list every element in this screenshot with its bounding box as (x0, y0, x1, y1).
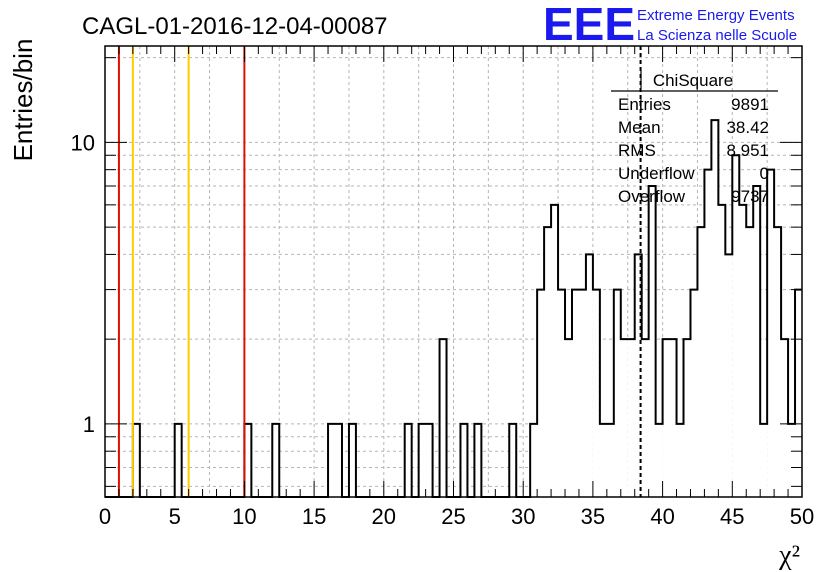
histogram-bin (795, 289, 802, 497)
histogram-bin (760, 423, 768, 497)
histogram-bin (662, 339, 670, 497)
histogram-bin (648, 186, 656, 498)
x-tick-label: 0 (99, 504, 111, 529)
histogram-bin (551, 204, 559, 497)
histogram-bin (753, 186, 761, 498)
stats-value: 9737 (731, 187, 769, 206)
logo-mark: EEE (543, 0, 635, 50)
histogram-bin (718, 204, 726, 497)
histogram-bin (474, 423, 482, 497)
x-tick-label: 15 (302, 504, 326, 529)
histogram-bin (537, 289, 545, 497)
histogram-bin (725, 254, 733, 497)
x-tick-label: 35 (581, 504, 605, 529)
histogram-bin (697, 227, 705, 497)
histogram-bin (244, 423, 252, 497)
x-tick-label: 5 (169, 504, 181, 529)
histogram-bin (599, 423, 607, 497)
logo: EEE Extreme Energy Events La Scienza nel… (543, 0, 797, 50)
histogram-bin (439, 339, 447, 497)
y-axis-label: Entries/bin (8, 39, 38, 162)
x-tick-label: 30 (511, 504, 535, 529)
stats-label: Mean (618, 118, 661, 137)
histogram-bin (418, 423, 426, 497)
y-tick-label: 10 (71, 130, 95, 155)
histogram-bin (613, 289, 621, 497)
histogram-bin (404, 423, 412, 497)
histogram-bin (746, 227, 754, 497)
histogram-bin (788, 423, 796, 497)
histogram-bin (592, 289, 600, 497)
x-axis: 0 5 10 15 20 25 30 35 40 45 50 (99, 46, 814, 529)
histogram-bin (704, 169, 712, 497)
histogram-bin (655, 423, 663, 497)
x-axis-label: χ² (778, 540, 800, 571)
histogram-bin (781, 339, 789, 497)
x-tick-label: 25 (441, 504, 465, 529)
histogram-bin (669, 339, 677, 497)
histogram-bin (132, 423, 140, 497)
y-axis: 1 10 (71, 57, 802, 487)
histogram-bin (641, 339, 649, 497)
histogram-bin (585, 254, 593, 497)
histogram-bin (732, 155, 740, 497)
y-tick-label: 1 (83, 412, 95, 437)
stats-box: ChiSquare Entries 9891 Mean 38.42 RMS 8.951 Un… (611, 71, 778, 206)
histogram-bin (627, 339, 635, 497)
histogram-bin (571, 289, 579, 497)
stats-label: Entries (618, 95, 671, 114)
histogram-bin (767, 169, 775, 497)
stats-label: Underflow (618, 164, 695, 183)
histogram-bars (105, 119, 802, 498)
histogram-bin (711, 120, 719, 497)
reference-lines (117, 46, 642, 497)
histogram-bin (676, 423, 684, 497)
stats-value: 0 (760, 164, 769, 183)
stats-value: 8.951 (726, 141, 769, 160)
stats-title: ChiSquare (653, 71, 733, 90)
histogram-bin (683, 339, 691, 497)
x-tick-label: 50 (790, 504, 814, 529)
stats-label: Overflow (618, 187, 686, 206)
histogram-bin (620, 339, 628, 497)
histogram-bin (174, 423, 182, 497)
x-tick-label: 10 (232, 504, 256, 529)
x-tick-label: 45 (720, 504, 744, 529)
histogram-bin (578, 289, 586, 497)
x-tick-label: 20 (372, 504, 396, 529)
x-tick-label: 40 (650, 504, 674, 529)
histogram-bin (565, 339, 572, 497)
histogram-bin (774, 227, 782, 497)
stats-label: RMS (618, 141, 656, 160)
histogram-bin (348, 423, 356, 497)
histogram-bin (690, 289, 698, 497)
chart-title: CAGL-01-2016-12-04-00087 (82, 13, 388, 40)
histogram-bin (460, 423, 468, 497)
histogram-bin (558, 289, 566, 497)
histogram-bin (544, 227, 552, 497)
histogram-bin (335, 423, 342, 497)
histogram-bin (425, 423, 433, 497)
histogram-bin (509, 423, 517, 497)
histogram-bin (272, 423, 280, 497)
histogram-bin (739, 204, 747, 497)
stats-value: 9891 (731, 95, 769, 114)
logo-line-1: Extreme Energy Events (637, 7, 795, 24)
stats-value: 38.42 (726, 118, 769, 137)
histogram-bin (634, 254, 642, 497)
histogram-bin (606, 423, 614, 497)
logo-line-2: La Scienza nelle Scuole (637, 27, 797, 44)
histogram-bin (328, 423, 336, 497)
histogram-bin (530, 423, 538, 497)
